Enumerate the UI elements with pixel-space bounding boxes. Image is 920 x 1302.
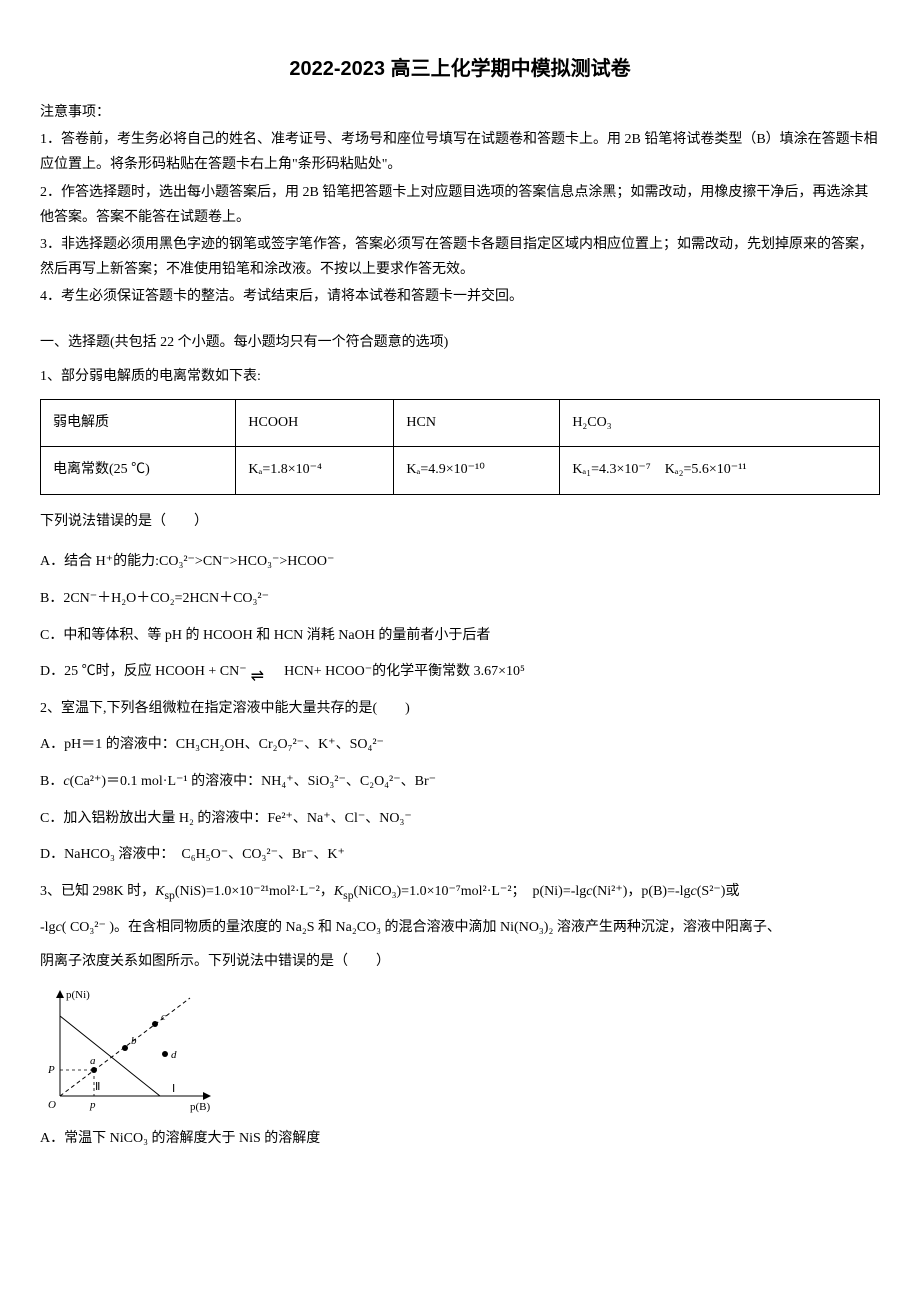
table-cell: Kₐ=4.9×10⁻¹⁰ xyxy=(394,447,560,495)
option-prefix: A． xyxy=(40,1131,64,1146)
option-prefix: A． xyxy=(40,737,64,752)
x-axis-arrow-icon xyxy=(203,1092,211,1100)
option-text: c(Ca²⁺)＝0.1 mol·L⁻¹ 的溶液中：NH₄⁺、SiO₃²⁻、C₂O… xyxy=(63,774,436,789)
p-x-label: p xyxy=(89,1099,96,1111)
chart-line-i xyxy=(60,1016,160,1096)
q1-follow: 下列说法错误的是（ ） xyxy=(40,509,880,536)
q2-option-c: C．加入铝粉放出大量 H₂ 的溶液中：Fe²⁺、Na⁺、Cl⁻、NO₃⁻ xyxy=(40,806,880,833)
table-cell: Kₐ₁=4.3×10⁻⁷ Kₐ₂=5.6×10⁻¹¹ xyxy=(560,447,880,495)
chart-point-b xyxy=(122,1045,128,1051)
chart-point-c xyxy=(152,1021,158,1027)
option-text: 加入铝粉放出大量 H₂ 的溶液中：Fe²⁺、Na⁺、Cl⁻、NO₃⁻ xyxy=(63,811,411,826)
origin-label: O xyxy=(48,1099,56,1111)
point-a-label: a xyxy=(90,1055,96,1067)
option-text: NaHCO₃ 溶液中： C₆H₅O⁻、CO₃²⁻、Br⁻、K⁺ xyxy=(64,847,345,862)
q1-option-c: C．中和等体积、等 pH 的 HCOOH 和 HCN 消耗 NaOH 的量前者小… xyxy=(40,623,880,650)
instruction-item: 4．考生必须保证答题卡的整洁。考试结束后，请将本试卷和答题卡一并交回。 xyxy=(40,284,880,309)
line-ii-label: Ⅱ xyxy=(95,1081,100,1093)
option-prefix: B． xyxy=(40,774,63,789)
q2-option-d: D．NaHCO₃ 溶液中： C₆H₅O⁻、CO₃²⁻、Br⁻、K⁺ xyxy=(40,842,880,869)
option-text: pH＝1 的溶液中：CH₃CH₂OH、Cr₂O₇²⁻、K⁺、SO₄²⁻ xyxy=(64,737,384,752)
chart-point-a xyxy=(91,1067,97,1073)
q1-option-a: A．结合 H⁺的能力:CO₃²⁻>CN⁻>HCO₃⁻>HCOO⁻ xyxy=(40,549,880,576)
q3-stem-line3: 阴离子浓度关系如图所示。下列说法中错误的是（ ） xyxy=(40,949,880,976)
y-axis-label: p(Ni) xyxy=(66,989,90,1001)
instructions-heading: 注意事项： xyxy=(40,100,880,125)
table-header-cell: HCN xyxy=(394,399,560,447)
instruction-item: 2．作答选择题时，选出每小题答案后，用 2B 铅笔把答题卡上对应题目选项的答案信… xyxy=(40,180,880,230)
option-prefix: D． xyxy=(40,664,64,679)
q3-stem-line1: 3、已知 298K 时，Ksp(NiS)=1.0×10⁻²¹mol²·L⁻²，K… xyxy=(40,879,880,907)
instructions-block: 注意事项： 1．答卷前，考生务必将自己的姓名、准考证号、考场号和座位号填写在试题… xyxy=(40,100,880,310)
q3-option-a: A．常温下 NiCO₃ 的溶解度大于 NiS 的溶解度 xyxy=(40,1126,880,1153)
q1-table: 弱电解质 HCOOH HCN H₂CO₃ 电离常数(25 ℃) Kₐ=1.8×1… xyxy=(40,399,880,495)
option-text: 2CN⁻＋H₂O＋CO₂=2HCN＋CO₃²⁻ xyxy=(63,591,269,606)
option-text: HCN+ HCOO⁻的化学平衡常数 3.67×10⁵ xyxy=(281,664,525,679)
table-cell: Kₐ=1.8×10⁻⁴ xyxy=(236,447,394,495)
option-text: 25 ℃时，反应 HCOOH + CN⁻ xyxy=(64,664,247,679)
table-header-cell: H₂CO₃ xyxy=(560,399,880,447)
option-prefix: A． xyxy=(40,554,64,569)
table-row-label: 电离常数(25 ℃) xyxy=(41,447,236,495)
q1-stem: 1、部分弱电解质的电离常数如下表: xyxy=(40,364,880,391)
point-c-label: c xyxy=(161,1011,166,1023)
option-prefix: C． xyxy=(40,811,63,826)
q3-chart: p(Ni) p(B) O P p a b c d Ⅰ Ⅱ xyxy=(40,986,880,1116)
table-header-cell: 弱电解质 xyxy=(41,399,236,447)
line-i-label: Ⅰ xyxy=(172,1083,175,1095)
p-y-label: P xyxy=(47,1064,55,1076)
x-axis-label: p(B) xyxy=(190,1101,211,1113)
table-header-cell: HCOOH xyxy=(236,399,394,447)
point-b-label: b xyxy=(131,1035,137,1047)
instruction-item: 3．非选择题必须用黑色字迹的钢笔或签字笔作答，答案必须写在答题卡各题目指定区域内… xyxy=(40,232,880,282)
option-prefix: D． xyxy=(40,847,64,862)
option-text: 结合 H⁺的能力:CO₃²⁻>CN⁻>HCO₃⁻>HCOO⁻ xyxy=(64,554,334,569)
q2-stem: 2、室温下,下列各组微粒在指定溶液中能大量共存的是( ) xyxy=(40,696,880,723)
instruction-item: 1．答卷前，考生务必将自己的姓名、准考证号、考场号和座位号填写在试题卷和答题卡上… xyxy=(40,127,880,177)
chart-point-d xyxy=(162,1051,168,1057)
q2-option-a: A．pH＝1 的溶液中：CH₃CH₂OH、Cr₂O₇²⁻、K⁺、SO₄²⁻ xyxy=(40,732,880,759)
option-text: 常温下 NiCO₃ 的溶解度大于 NiS 的溶解度 xyxy=(64,1131,320,1146)
q1-option-b: B．2CN⁻＋H₂O＋CO₂=2HCN＋CO₃²⁻ xyxy=(40,586,880,613)
page-title: 2022-2023 高三上化学期中模拟测试卷 xyxy=(40,50,880,88)
point-d-label: d xyxy=(171,1049,177,1061)
section-one-heading: 一、选择题(共包括 22 个小题。每小题均只有一个符合题意的选项) xyxy=(40,330,880,357)
option-prefix: C． xyxy=(40,628,63,643)
y-axis-arrow-icon xyxy=(56,990,64,998)
q3-stem-line2: -lgc( CO₃²⁻ )。在含相同物质的量浓度的 Na₂S 和 Na₂CO₃ … xyxy=(40,915,880,942)
q1-option-d: D．25 ℃时，反应 HCOOH + CN⁻ HCN+ HCOO⁻的化学平衡常数… xyxy=(40,659,880,686)
option-text: 中和等体积、等 pH 的 HCOOH 和 HCN 消耗 NaOH 的量前者小于后… xyxy=(63,628,490,643)
option-prefix: B． xyxy=(40,591,63,606)
q2-option-b: B．c(Ca²⁺)＝0.1 mol·L⁻¹ 的溶液中：NH₄⁺、SiO₃²⁻、C… xyxy=(40,769,880,796)
